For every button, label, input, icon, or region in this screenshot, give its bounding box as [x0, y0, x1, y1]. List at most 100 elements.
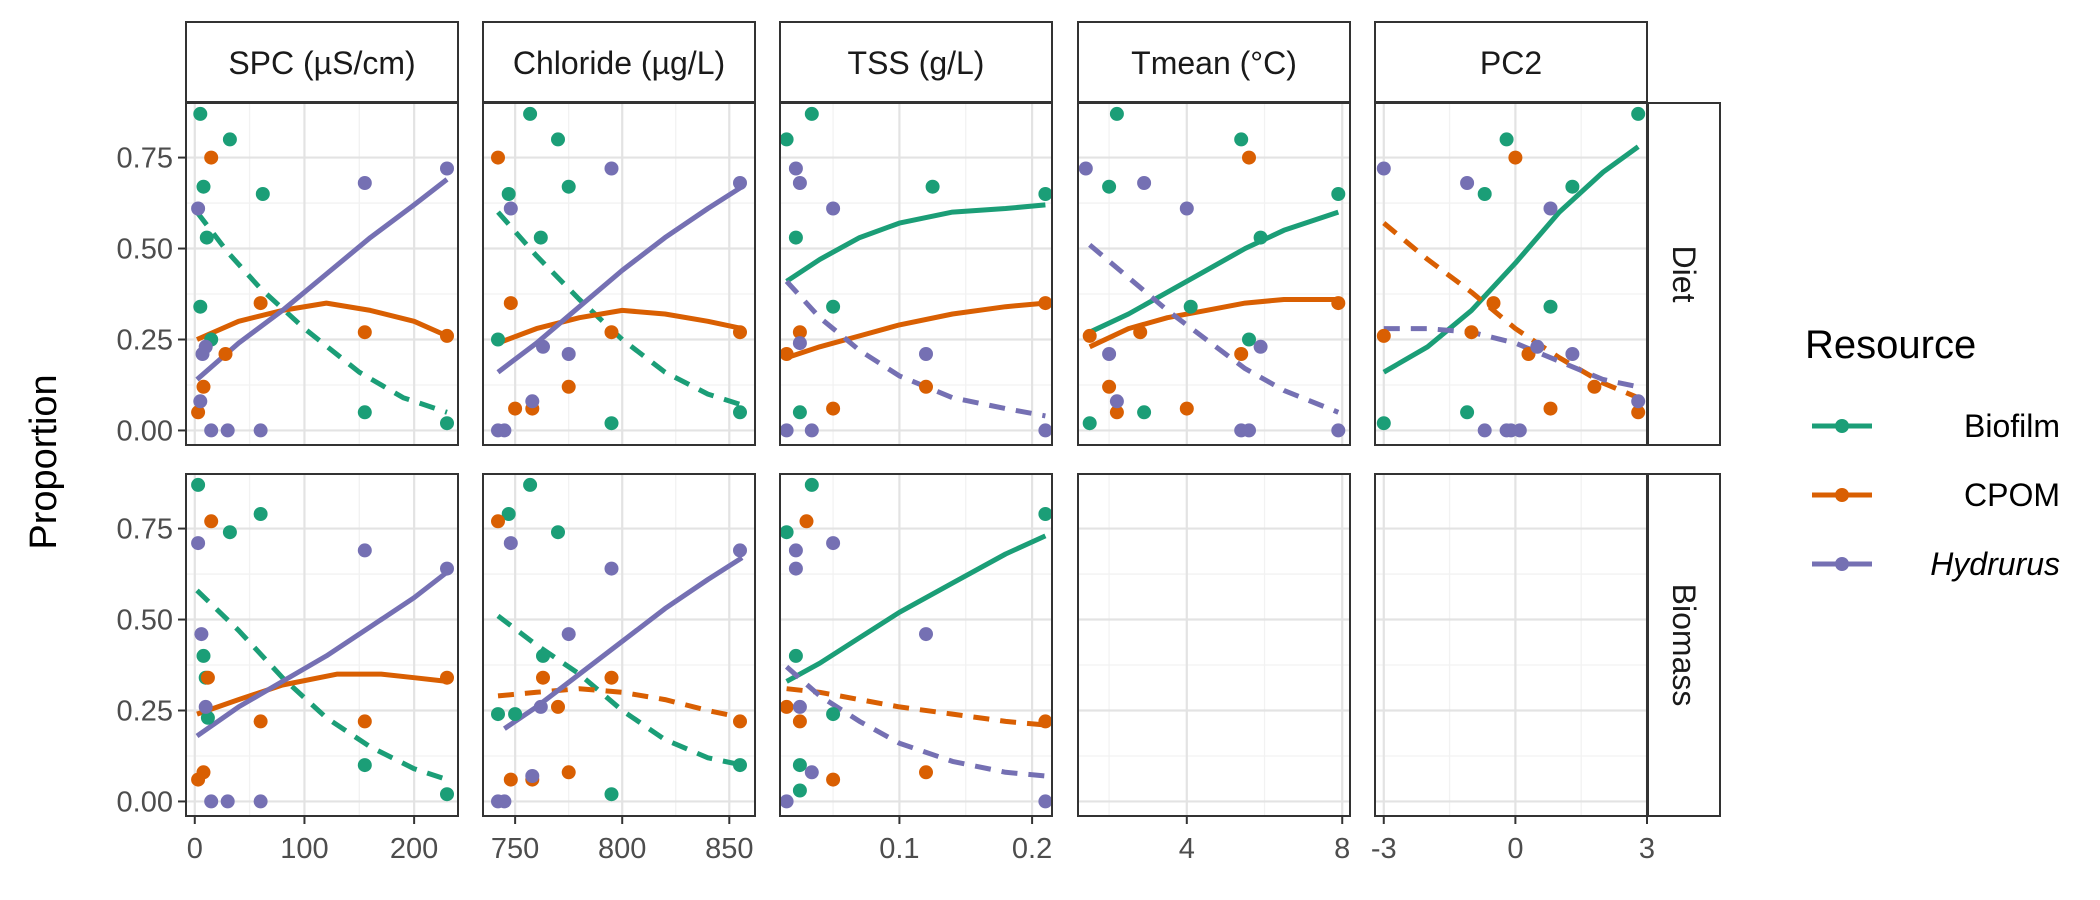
point-hydrurus — [1376, 161, 1391, 176]
point-hydrurus — [533, 699, 548, 714]
point-hydrurus — [1179, 201, 1194, 216]
point-cpom — [826, 772, 841, 787]
point-cpom — [733, 714, 747, 729]
point-cpom — [253, 714, 268, 729]
legend-key-hydrurus — [1812, 557, 1872, 571]
point-hydrurus — [525, 769, 540, 783]
fit-line-cpom — [196, 671, 448, 717]
point-cpom — [1508, 150, 1523, 165]
point-biofilm — [357, 758, 372, 773]
point-hydrurus — [788, 161, 803, 176]
point-hydrurus — [1078, 161, 1093, 176]
panel-border — [482, 473, 756, 817]
point-hydrurus — [1109, 394, 1124, 409]
y-tick-label: 0.50 — [117, 234, 173, 266]
point-cpom — [1331, 296, 1346, 311]
point-biofilm — [804, 106, 819, 121]
point-hydrurus — [204, 423, 219, 438]
fit-line-biofilm — [785, 202, 1046, 284]
point-biofilm — [508, 707, 523, 722]
y-tick-label: 0.50 — [117, 605, 173, 637]
point-cpom — [919, 379, 933, 394]
point-hydrurus — [198, 339, 213, 354]
point-biofilm — [191, 477, 206, 492]
point-biofilm — [1082, 416, 1097, 431]
panels-layer: SPC (µS/cm) 0.00 0.25 0.50 0.75 0.00 0.25 0.50 0… — [117, 21, 1721, 865]
point-cpom — [491, 514, 505, 529]
x-tick-label: 800 — [598, 833, 646, 865]
fit-line-biofilm — [785, 533, 1047, 684]
x-tick-label: 0 — [1507, 833, 1523, 865]
point-biofilm — [222, 525, 237, 540]
point-hydrurus — [1253, 339, 1268, 354]
panel-background — [1078, 103, 1350, 445]
point-cpom — [204, 514, 219, 529]
point-biofilm — [222, 132, 237, 147]
point-hydrurus — [1543, 201, 1558, 216]
point-cpom — [792, 714, 807, 729]
panel-chloride-g-l-biomass — [482, 473, 756, 817]
y-tick-label: 0.75 — [117, 143, 173, 175]
point-biofilm — [193, 106, 208, 121]
x-tick-label: 0.1 — [879, 833, 919, 865]
point-cpom — [799, 514, 814, 529]
legend-key-cpom — [1812, 488, 1872, 502]
panel-background — [1078, 474, 1350, 816]
point-hydrurus — [826, 201, 841, 216]
legend-label-cpom: CPOM — [1964, 477, 2060, 513]
point-hydrurus — [193, 394, 208, 409]
fit-line-biofilm — [496, 210, 743, 408]
point-biofilm — [199, 230, 214, 245]
panel-background — [780, 103, 1052, 445]
x-tick-label: 4 — [1179, 833, 1195, 865]
point-cpom — [1179, 401, 1194, 416]
point-cpom — [1102, 379, 1117, 394]
y-tick-label: 0.00 — [117, 415, 173, 447]
x-tick-label: 750 — [491, 833, 539, 865]
point-biofilm — [533, 230, 548, 245]
point-hydrurus — [788, 561, 803, 576]
point-biofilm — [551, 525, 565, 540]
point-cpom — [1587, 379, 1602, 394]
point-biofilm — [196, 648, 211, 663]
legend-swatch-point — [1835, 488, 1849, 502]
panel-background — [780, 474, 1052, 816]
panel-border — [185, 473, 459, 817]
y-tick-label: 0.25 — [117, 324, 173, 356]
point-biofilm — [1460, 405, 1475, 420]
point-cpom — [1486, 296, 1501, 311]
point-hydrurus — [792, 336, 807, 351]
point-biofilm — [604, 787, 619, 802]
panel-tmean-c-biomass — [1077, 473, 1351, 817]
point-cpom — [200, 670, 215, 685]
point-biofilm — [826, 707, 841, 722]
point-cpom — [1376, 328, 1391, 343]
point-biofilm — [792, 405, 807, 420]
point-biofilm — [788, 230, 803, 245]
point-cpom — [792, 325, 807, 340]
point-hydrurus — [1242, 423, 1256, 438]
strip-biomass — [1647, 473, 1721, 817]
point-hydrurus — [604, 561, 619, 576]
point-hydrurus — [220, 794, 235, 809]
point-hydrurus — [497, 423, 512, 438]
point-cpom — [440, 670, 454, 685]
fit-line-hydrurus — [784, 664, 1046, 779]
point-biofilm — [1102, 179, 1117, 194]
strip-tss-g-l — [779, 21, 1053, 103]
panel-chloride-g-l-diet — [482, 102, 756, 446]
strip-label-spc-s-cm: SPC (µS/cm) — [228, 45, 415, 81]
panel-border — [482, 102, 756, 446]
x-tick-label: 0 — [187, 833, 203, 865]
fit-line-hydrurus — [496, 184, 744, 375]
point-hydrurus — [536, 339, 550, 354]
point-biofilm — [1137, 405, 1152, 420]
point-hydrurus — [733, 176, 747, 190]
point-cpom — [561, 765, 576, 780]
point-cpom — [604, 670, 619, 685]
point-biofilm — [491, 332, 505, 347]
point-hydrurus — [198, 699, 213, 714]
point-hydrurus — [1038, 423, 1053, 438]
point-biofilm — [1253, 230, 1268, 245]
point-biofilm — [536, 648, 550, 663]
